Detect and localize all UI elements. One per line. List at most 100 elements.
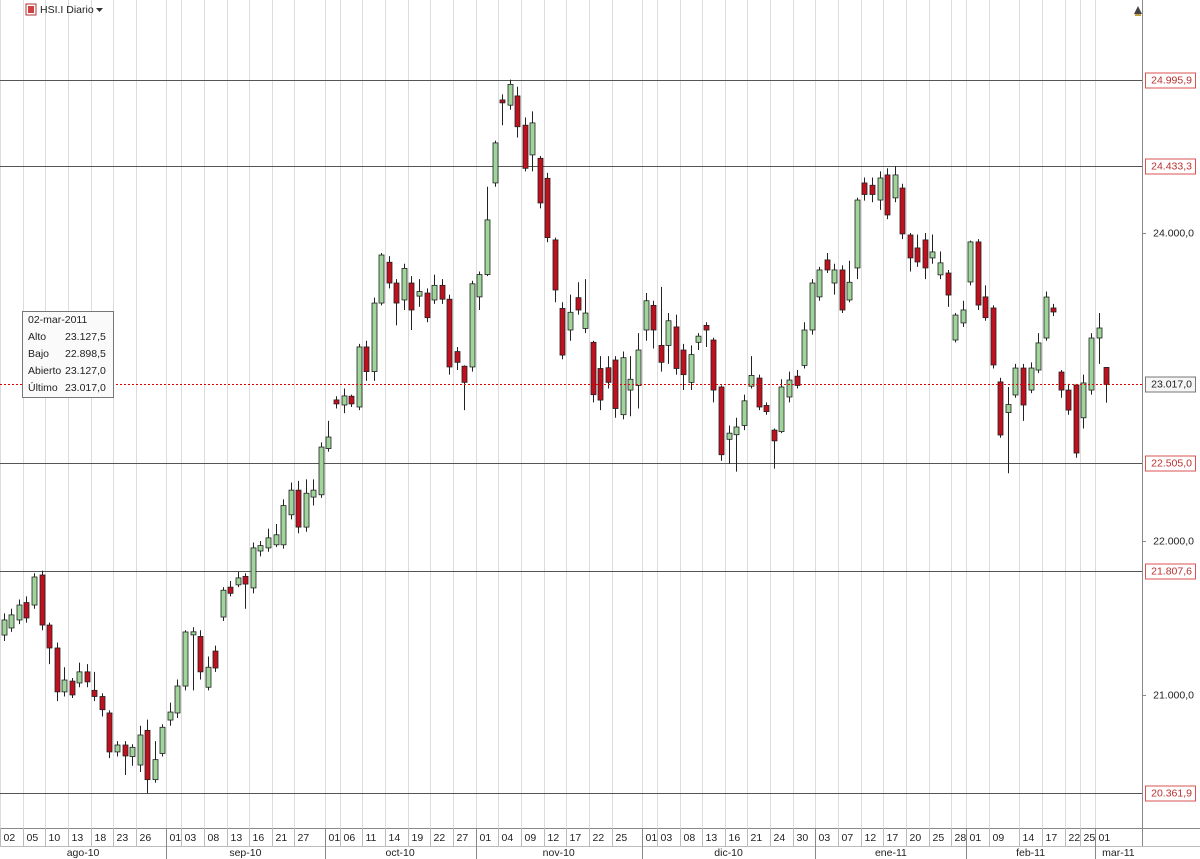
level-label-box — [1145, 563, 1196, 580]
candle-body — [257, 545, 264, 552]
candle-body — [582, 312, 589, 329]
candle-body — [159, 726, 166, 754]
candle-body — [144, 729, 151, 781]
candle-body — [635, 349, 642, 386]
candle-body — [469, 283, 476, 368]
candle-body — [152, 759, 159, 781]
candle-body — [499, 99, 506, 104]
candle-body — [620, 357, 627, 416]
month-label: sep-10 — [229, 847, 261, 859]
candle-body — [250, 547, 257, 589]
x-tick-label: 02 — [4, 832, 16, 844]
candle-body — [424, 292, 431, 319]
candle-body — [303, 492, 310, 528]
candle-body — [937, 262, 944, 276]
candle-body — [91, 689, 98, 697]
candle-body — [605, 367, 612, 383]
settings-icon[interactable] — [1134, 6, 1142, 14]
candle-body — [16, 604, 23, 621]
month-label: dic-10 — [714, 847, 743, 859]
candle-body — [1028, 367, 1035, 391]
candle-body — [39, 574, 46, 626]
candle-body — [8, 614, 15, 629]
candle-body — [507, 83, 514, 106]
candle-body — [899, 187, 906, 235]
tooltip-value: 23.017,0 — [65, 382, 106, 394]
candle-body — [174, 685, 181, 714]
candle-body — [975, 241, 982, 306]
x-tick-label: 09 — [993, 832, 1005, 844]
candle-body — [84, 671, 91, 683]
candle-body — [748, 375, 755, 387]
candle-body — [514, 95, 521, 128]
candle-body — [220, 589, 227, 618]
candle-body — [386, 261, 393, 284]
last-price-label: 23.017,0 — [1151, 378, 1192, 390]
candle-body — [718, 386, 725, 456]
candle-body — [356, 346, 363, 408]
candle-body — [665, 320, 672, 346]
candle-body — [756, 377, 763, 408]
candle-body — [341, 395, 348, 406]
candle-body — [265, 537, 272, 549]
candle-body — [741, 400, 748, 426]
candle-body — [695, 335, 702, 343]
candle-body — [1096, 327, 1103, 339]
candle-body — [982, 296, 989, 319]
candle-body — [537, 157, 544, 204]
candle-body — [1035, 342, 1042, 371]
x-tick-label: 17 — [1046, 832, 1058, 844]
candle-body — [960, 309, 967, 324]
candle-body — [1080, 382, 1087, 419]
x-tick-label: 03 — [819, 832, 831, 844]
x-tick-label: 10 — [49, 832, 61, 844]
dropdown-arrow[interactable] — [96, 8, 103, 12]
tooltip-box — [22, 311, 114, 398]
month-label: feb-11 — [1016, 847, 1045, 859]
tooltip-label: Bajo — [28, 348, 49, 360]
candle-body — [945, 272, 952, 296]
candle-body — [831, 269, 838, 284]
candle-body — [461, 365, 468, 383]
candle-body — [824, 259, 831, 271]
candle-body — [484, 219, 491, 275]
candle-body — [242, 575, 249, 585]
candle-body — [288, 489, 295, 516]
candle-body — [658, 344, 665, 363]
candle-body — [907, 234, 914, 259]
tooltip-label: Abierto — [28, 365, 61, 377]
candle-body — [1058, 371, 1065, 391]
candle-body — [967, 241, 974, 283]
candle-body — [348, 395, 355, 405]
candle-body — [137, 734, 144, 766]
header[interactable]: HSI.I Diario — [25, 3, 103, 16]
candle-body — [884, 174, 891, 216]
candle-body — [431, 284, 438, 301]
level-label-box — [1145, 72, 1196, 89]
candle-body — [869, 184, 876, 195]
candle-body — [182, 631, 189, 687]
candle-body — [801, 329, 808, 366]
candle-body — [1020, 367, 1027, 406]
x-tick-label: 01 — [646, 832, 658, 844]
x-tick-label: 22 — [434, 832, 446, 844]
candle-body — [212, 650, 219, 669]
x-tick-label: 14 — [389, 832, 401, 844]
last-price-box — [1145, 376, 1196, 393]
candle-body — [205, 666, 212, 688]
x-tick-label: 25 — [616, 832, 628, 844]
tooltip-value: 23.127,5 — [65, 331, 106, 343]
month-label: mar-11 — [1102, 847, 1135, 859]
candle-body — [529, 122, 536, 156]
candle-body — [439, 284, 446, 300]
candle-body — [1005, 404, 1012, 413]
candle-body — [46, 624, 53, 649]
x-tick-label: 16 — [729, 832, 741, 844]
plot-area — [0, 0, 1142, 828]
candle-body — [1050, 307, 1057, 313]
x-tick-label: 04 — [502, 832, 514, 844]
candle-body — [990, 307, 997, 366]
x-tick-label: 22 — [593, 832, 605, 844]
candle-body — [99, 696, 106, 711]
